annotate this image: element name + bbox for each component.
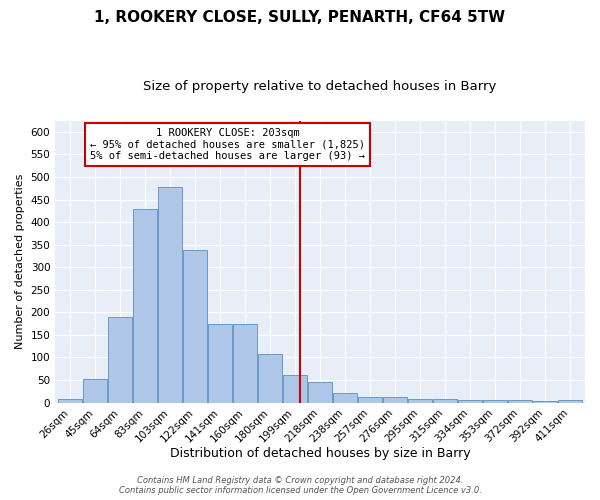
Bar (133, 208, 157, 402)
Bar (108, 317, 132, 402)
Bar (158, 187, 182, 402)
Title: Size of property relative to detached houses in Barry: Size of property relative to detached ho… (143, 80, 497, 93)
Bar (383, 397, 407, 402)
Bar (533, 400, 557, 402)
Text: Contains HM Land Registry data © Crown copyright and database right 2024.
Contai: Contains HM Land Registry data © Crown c… (119, 476, 481, 495)
Bar (308, 382, 332, 402)
Bar (83, 379, 107, 402)
Text: 1 ROOKERY CLOSE: 203sqm
← 95% of detached houses are smaller (1,825)
5% of semi-: 1 ROOKERY CLOSE: 203sqm ← 95% of detache… (90, 128, 365, 161)
Bar (483, 400, 507, 402)
Bar (333, 392, 357, 402)
Bar (458, 400, 482, 402)
Bar (233, 324, 257, 402)
Bar (258, 354, 282, 403)
Bar (208, 324, 232, 402)
Y-axis label: Number of detached properties: Number of detached properties (15, 174, 25, 349)
Bar (408, 400, 432, 402)
Bar (558, 400, 582, 402)
Text: 1, ROOKERY CLOSE, SULLY, PENARTH, CF64 5TW: 1, ROOKERY CLOSE, SULLY, PENARTH, CF64 5… (94, 10, 506, 25)
Bar (358, 397, 382, 402)
Bar (58, 400, 82, 402)
Bar (183, 250, 207, 402)
X-axis label: Distribution of detached houses by size in Barry: Distribution of detached houses by size … (170, 447, 470, 460)
Bar (508, 400, 532, 402)
Bar (433, 399, 457, 402)
Bar (283, 374, 307, 402)
